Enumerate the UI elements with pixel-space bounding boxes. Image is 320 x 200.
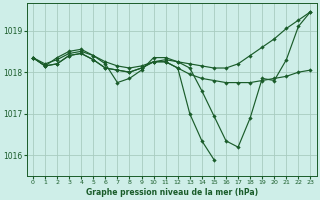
X-axis label: Graphe pression niveau de la mer (hPa): Graphe pression niveau de la mer (hPa) <box>86 188 258 197</box>
